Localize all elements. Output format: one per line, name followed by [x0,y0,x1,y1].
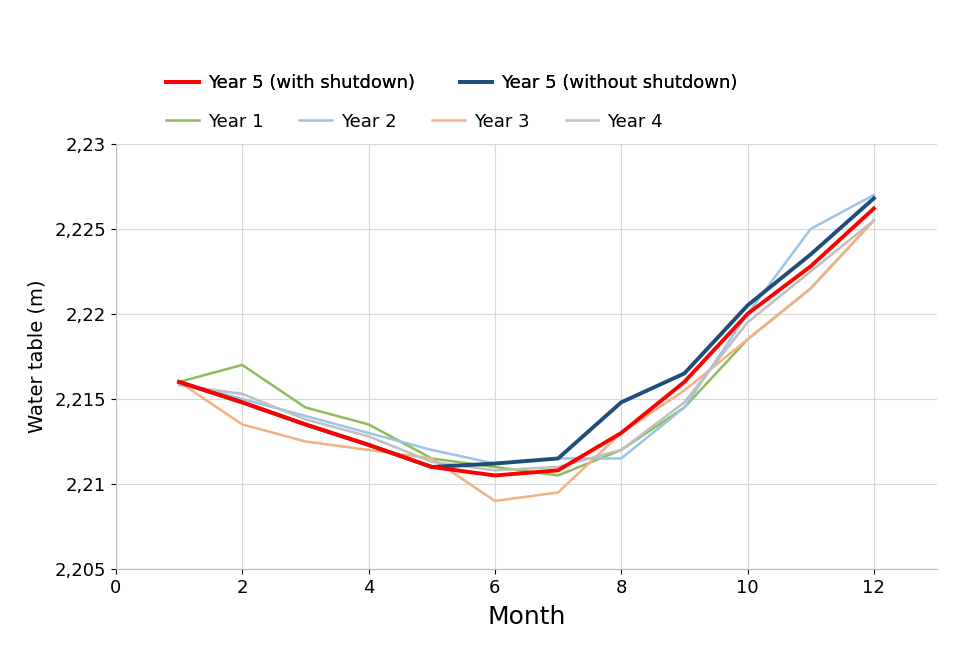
Year 5 (without shutdown) [489,460,500,468]
Year 3 [868,216,880,224]
Year 1 [299,404,311,411]
Year 4 [426,458,438,466]
Year 4 [489,466,500,474]
Year 3 [678,387,690,394]
Year 5 (without shutdown) [237,398,248,406]
Year 3 [805,284,816,292]
Year 5 (with shutdown) [553,466,564,474]
Year 1 [615,446,627,454]
Year 4 [553,463,564,471]
Year 5 (with shutdown) [363,441,375,449]
Line: Year 5 (without shutdown): Year 5 (without shutdown) [179,198,874,467]
Year 5 (with shutdown) [615,429,627,437]
Year 4 [615,446,627,454]
Line: Year 3: Year 3 [179,220,874,501]
Year 5 (without shutdown) [868,194,880,202]
Year 5 (with shutdown) [805,262,816,270]
Year 1 [237,361,248,369]
Year 4 [678,398,690,406]
Year 5 (with shutdown) [299,421,311,428]
Year 3 [489,497,500,505]
Year 4 [363,432,375,440]
Year 5 (without shutdown) [173,378,185,386]
Year 5 (without shutdown) [678,370,690,377]
Year 4 [805,267,816,275]
Year 2 [615,455,627,462]
Year 5 (without shutdown) [363,441,375,449]
Year 1 [173,378,185,386]
Year 1 [426,455,438,462]
Year 5 (with shutdown) [237,398,248,406]
Year 2 [678,404,690,411]
Year 5 (without shutdown) [742,301,753,309]
Line: Year 1: Year 1 [179,220,874,475]
Year 3 [615,429,627,437]
Year 2 [363,429,375,437]
Year 5 (with shutdown) [173,378,185,386]
Year 3 [299,438,311,445]
Year 1 [553,472,564,479]
Year 2 [426,446,438,454]
Year 1 [363,421,375,428]
Line: Year 4: Year 4 [179,220,874,470]
Year 3 [426,455,438,462]
Year 2 [553,455,564,462]
Year 2 [173,378,185,386]
Year 5 (without shutdown) [553,455,564,462]
Year 2 [299,412,311,420]
Year 2 [868,191,880,199]
Year 1 [868,216,880,224]
Year 3 [742,336,753,343]
Year 5 (with shutdown) [489,472,500,479]
Year 1 [742,336,753,343]
Year 5 (with shutdown) [868,205,880,213]
Legend: Year 5 (with shutdown), Year 5 (without shutdown): Year 5 (with shutdown), Year 5 (without … [166,75,738,92]
Year 5 (with shutdown) [678,378,690,386]
Year 4 [237,390,248,398]
Year 1 [805,284,816,292]
Year 5 (without shutdown) [615,398,627,406]
Year 5 (without shutdown) [426,463,438,471]
Year 3 [173,378,185,386]
Year 4 [868,216,880,224]
Year 5 (with shutdown) [426,463,438,471]
Year 5 (without shutdown) [805,250,816,258]
Y-axis label: Water table (m): Water table (m) [27,280,46,433]
Year 2 [805,225,816,233]
Year 5 (without shutdown) [299,421,311,428]
Year 1 [489,463,500,471]
Line: Year 5 (with shutdown): Year 5 (with shutdown) [179,209,874,475]
Year 4 [173,381,185,389]
Year 2 [742,310,753,318]
Year 3 [237,421,248,428]
Year 5 (with shutdown) [742,310,753,318]
Line: Year 2: Year 2 [179,195,874,464]
Year 3 [553,489,564,496]
Year 1 [678,404,690,411]
X-axis label: Month: Month [487,605,566,629]
Year 3 [363,446,375,454]
Year 4 [742,318,753,326]
Year 2 [489,460,500,468]
Year 4 [299,415,311,423]
Year 2 [237,395,248,403]
